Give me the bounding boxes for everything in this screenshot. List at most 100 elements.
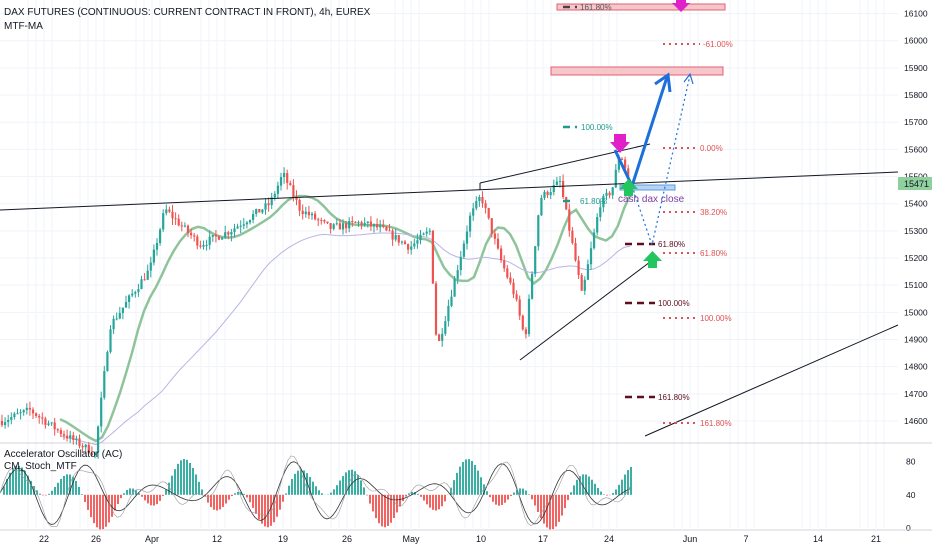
oscillator-bar — [351, 469, 353, 495]
candle-body — [180, 225, 183, 227]
candle-body — [276, 185, 279, 194]
oscillator-bar — [378, 494, 380, 524]
candle-body — [97, 426, 100, 453]
oscillator-bar — [384, 494, 386, 528]
oscillator-bar — [9, 472, 11, 495]
up-marker-arrow — [619, 179, 638, 196]
oscillator-bar — [81, 494, 83, 495]
oscillator-bar — [273, 494, 275, 523]
candle-body — [558, 180, 562, 182]
candle-body — [208, 236, 211, 245]
oscillator-bar — [225, 494, 227, 504]
oscillator-bar — [618, 484, 620, 495]
oscillator-bar — [243, 493, 245, 495]
candle-body — [310, 213, 314, 216]
oscillator-bar — [306, 473, 308, 495]
candle-body — [500, 248, 503, 261]
candle-body — [605, 192, 608, 196]
oscillator-bar — [459, 466, 461, 495]
oscillator-bar — [108, 494, 110, 523]
oscillator-bar — [183, 458, 185, 495]
candle-body — [596, 217, 599, 233]
x-tick-label: 21 — [871, 534, 881, 544]
oscillator-bar — [540, 494, 542, 519]
oscillator-bar — [534, 494, 536, 506]
candle-body — [431, 230, 434, 284]
x-tick-label: 10 — [476, 534, 486, 544]
ma-fast-line — [59, 232, 631, 446]
trendline-lower — [644, 324, 899, 437]
candles — [0, 154, 630, 459]
candle-body — [112, 318, 115, 330]
oscillator-bar — [612, 493, 614, 495]
candle-body — [124, 301, 128, 308]
oscillator-bar — [180, 460, 182, 495]
candle-body — [586, 264, 589, 280]
candle-body — [326, 221, 329, 224]
candle-body — [363, 222, 366, 226]
x-tick-label: 26 — [342, 534, 352, 544]
oscillator-bar — [201, 489, 203, 495]
fib-161-label: 161.80% — [700, 419, 732, 428]
candle-body — [19, 412, 22, 414]
osc-tick-label: 80 — [906, 457, 916, 467]
candle-body — [562, 180, 565, 198]
candle-body — [456, 270, 459, 279]
candle-body — [72, 435, 75, 440]
candle-body — [307, 211, 310, 216]
fib-mid100-label: 100.00% — [658, 299, 690, 308]
oscillator-bar — [219, 494, 221, 510]
oscillator-bar — [3, 486, 5, 495]
candle-body — [428, 230, 431, 232]
oscillator-bar — [606, 494, 608, 496]
candle-body — [394, 235, 397, 240]
oscillator-bar — [30, 480, 32, 495]
oscillator-bar — [342, 476, 344, 495]
annotation-label: cash dax close — [618, 194, 685, 205]
oscillator-bar — [444, 494, 446, 502]
oscillator-bar — [312, 481, 314, 495]
candle-body — [416, 240, 419, 244]
price-tick-label: 15300 — [904, 226, 928, 236]
oscillator-bar — [411, 491, 413, 495]
candle-body — [332, 224, 335, 229]
oscillator-bar — [561, 494, 563, 516]
oscillator-bar — [240, 492, 242, 495]
candle-body — [496, 238, 500, 249]
axes: 1460014700148001490015000151001520015300… — [0, 9, 932, 544]
candle-body — [589, 248, 593, 265]
oscillator-bar — [453, 480, 455, 495]
oscillator-bar — [615, 489, 617, 495]
oscillator-bar — [570, 492, 572, 495]
candle-body — [245, 222, 248, 225]
candle-body — [103, 371, 106, 398]
candle-body — [13, 413, 16, 418]
candle-body — [524, 329, 527, 335]
price-tick-label: 15000 — [904, 307, 928, 317]
oscillator-bar — [90, 494, 92, 518]
candle-body — [441, 333, 444, 341]
candle-body — [323, 220, 326, 222]
candle-body — [118, 312, 121, 319]
oscillator-bar — [465, 459, 467, 495]
oscillator-bar — [120, 494, 122, 499]
candle-body — [531, 273, 534, 299]
fib-100-label: 100.00% — [700, 314, 732, 323]
x-tick-label: 26 — [91, 534, 101, 544]
candle-body — [221, 237, 224, 240]
candle-body — [549, 192, 552, 196]
candle-body — [543, 191, 546, 198]
candle-body — [335, 223, 338, 225]
candle-body — [242, 224, 245, 226]
candle-body — [385, 226, 388, 231]
oscillator-bar — [18, 465, 20, 495]
oscillator-bar — [159, 494, 161, 501]
oscillator-bar — [57, 482, 59, 495]
candle-body — [540, 197, 543, 216]
oscillator-bar — [390, 494, 392, 523]
oscillator-bar — [87, 494, 89, 510]
candle-body — [487, 208, 490, 219]
oscillator-bar — [360, 480, 362, 495]
oscillator-bar — [399, 494, 401, 507]
